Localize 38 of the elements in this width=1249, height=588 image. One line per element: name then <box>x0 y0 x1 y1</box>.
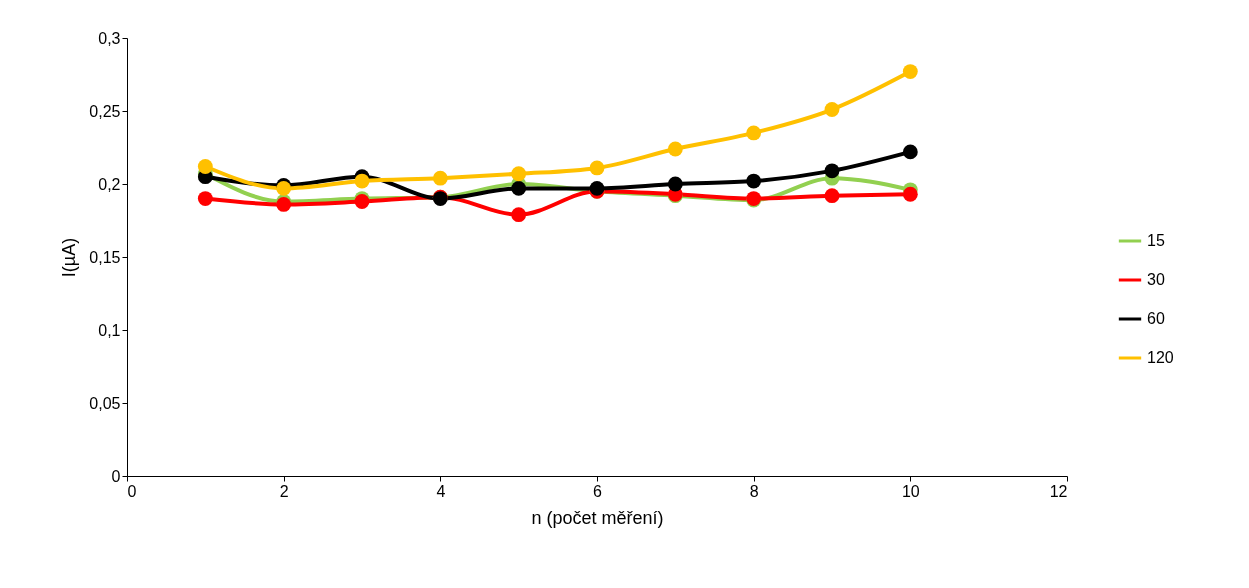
point <box>667 141 683 157</box>
point <box>197 159 213 174</box>
legend-label: 30 <box>1147 271 1165 288</box>
point <box>902 186 918 202</box>
point <box>354 173 370 189</box>
y-axis-title: I(µA) <box>59 237 80 278</box>
x-tick-label: 0 <box>127 482 137 500</box>
point <box>746 125 762 141</box>
point <box>824 163 840 179</box>
x-tick-label: 12 <box>1049 482 1068 500</box>
point <box>511 166 527 182</box>
point <box>746 173 762 189</box>
legend-label: 120 <box>1147 349 1174 366</box>
point <box>824 188 840 204</box>
x-axis-title: n (počet měření) <box>531 507 664 528</box>
point <box>511 180 527 196</box>
x-tick-label: 10 <box>901 482 920 500</box>
y-tick-label: 0,25 <box>89 102 121 120</box>
point <box>902 144 918 160</box>
y-tick-label: 0,2 <box>98 175 121 193</box>
x-tick-label: 6 <box>593 482 603 500</box>
x-tick-label: 2 <box>279 482 289 500</box>
point <box>667 176 683 192</box>
point <box>197 191 213 206</box>
legend-label: 60 <box>1147 310 1165 327</box>
legend-label: 15 <box>1147 232 1165 249</box>
y-tick-label: 0,1 <box>98 321 121 339</box>
x-tick-label: 8 <box>749 482 759 500</box>
y-tick-label: 0 <box>111 467 121 485</box>
y-tick-label: 0,3 <box>98 29 121 47</box>
point <box>432 170 448 186</box>
x-tick-label: 4 <box>436 482 446 500</box>
point <box>824 102 840 117</box>
point <box>902 64 918 79</box>
point <box>589 160 605 176</box>
y-tick-label: 0,15 <box>89 248 121 266</box>
y-tick-label: 0,05 <box>89 394 121 412</box>
point <box>511 207 527 223</box>
